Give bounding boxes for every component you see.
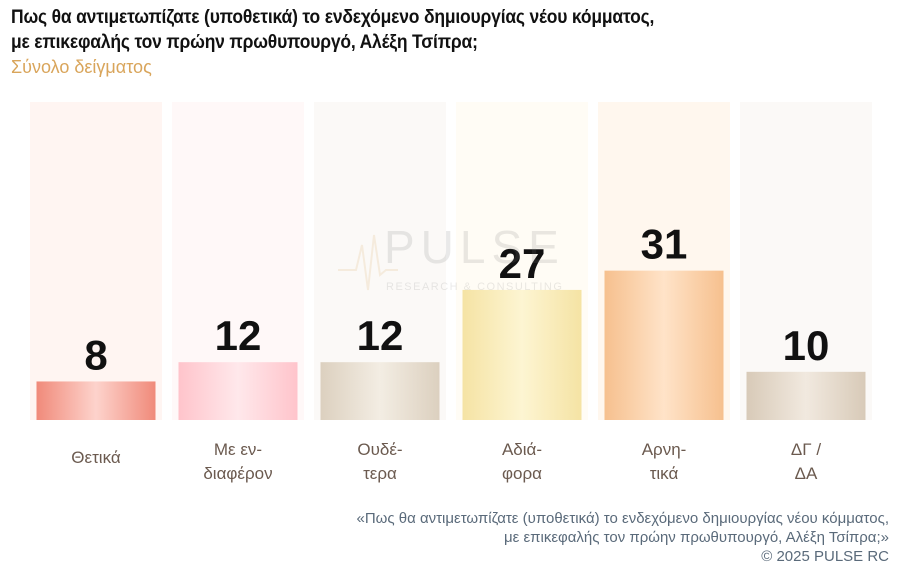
bar	[178, 362, 298, 420]
bar-value-label: 8	[84, 331, 107, 378]
bar	[320, 362, 440, 420]
bar	[36, 381, 156, 420]
chart-footer: «Πως θα αντιμετωπίζατε (υποθετικά) το εν…	[356, 509, 889, 566]
x-tick-label: Αρνη- τικά	[641, 440, 687, 483]
bar-value-label: 31	[641, 221, 688, 268]
bar-value-label: 27	[499, 240, 546, 287]
bar-track	[740, 102, 872, 420]
footer-copyright: © 2025 PULSE RC	[761, 548, 889, 565]
x-tick-label: ΔΓ / ΔΑ	[790, 440, 822, 483]
x-tick-label: Ουδέ- τερα	[357, 440, 403, 483]
bar-chart: 8 12 12 27 31 10	[30, 102, 872, 420]
bar	[604, 270, 724, 420]
x-tick-label: Αδιά- φορα	[501, 440, 543, 483]
bar-track	[30, 102, 162, 420]
chart-title: Πως θα αντιμετωπίζατε (υποθετικά) το ενδ…	[11, 7, 655, 53]
bar-value-label: 12	[357, 312, 404, 359]
bar	[746, 371, 866, 420]
bar	[462, 289, 582, 420]
x-tick-label: Θετικά	[71, 448, 121, 467]
footer-question-line-1: «Πως θα αντιμετωπίζατε (υποθετικά) το εν…	[356, 510, 889, 527]
x-tick-label: Με εν- διαφέρον	[203, 440, 273, 483]
chart-subtitle: Σύνολο δείγματος	[11, 57, 152, 77]
bar-value-label: 10	[783, 322, 830, 369]
bar-value-label: 12	[215, 312, 262, 359]
footer-question-line-2: με επικεφαλής τον πρώην πρωθυπουργό, Αλέ…	[503, 529, 889, 546]
